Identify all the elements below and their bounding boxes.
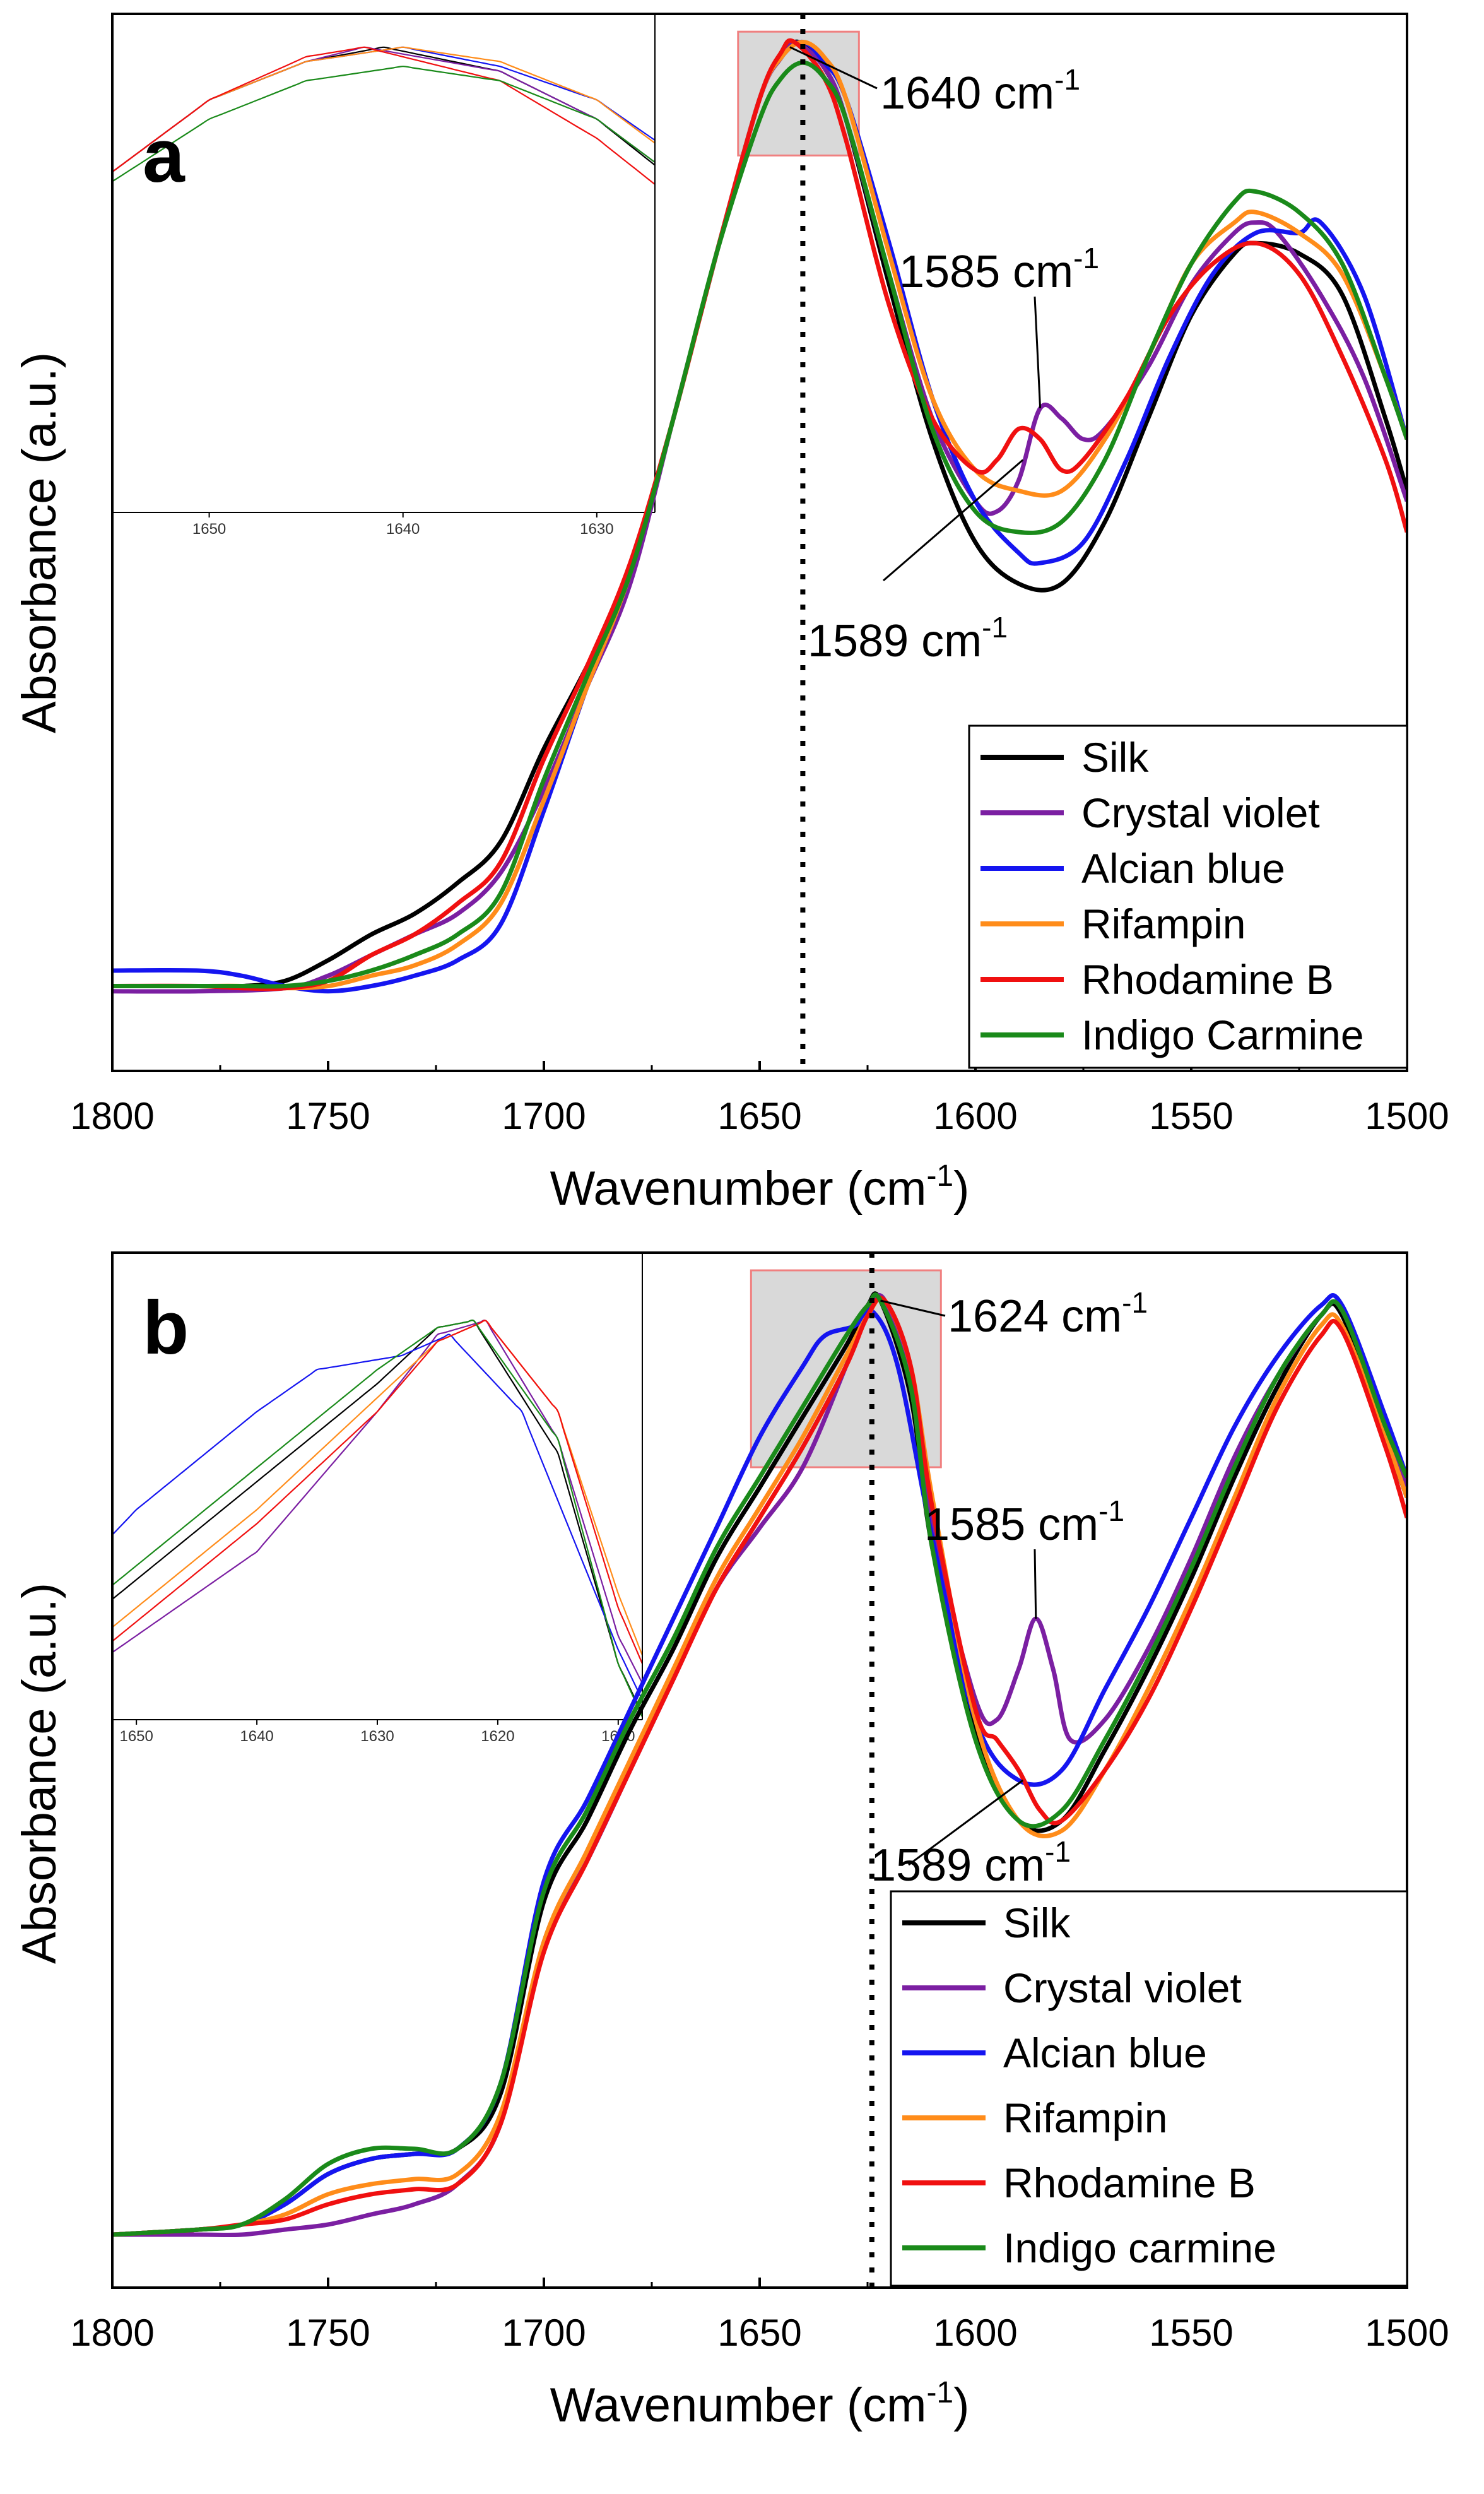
legend-label: Rifampin: [1003, 2095, 1167, 2141]
series-group: [112, 38, 1407, 994]
peak-annotation: 1640 cm-1: [880, 63, 1080, 119]
panel-label: a: [143, 114, 186, 198]
x-axis-label-sup: -1: [926, 1159, 953, 1193]
x-axis-label: Wavenumber (cm-1): [550, 1159, 970, 1215]
legend-label: Silk: [1081, 734, 1149, 781]
x-tick-label: 1700: [502, 1095, 586, 1137]
series-line: [112, 1293, 1407, 2237]
legend: Silk Crystal violet Alcian blue Rifampin Rho…: [890, 1890, 1408, 2287]
legend-label: Indigo Carmine: [1081, 1012, 1364, 1058]
annotation-sup: -1: [1045, 1835, 1071, 1868]
y-axis-label: Absorbance (a.u.): [13, 352, 66, 733]
inset-series-line: [112, 1319, 642, 1719]
inset-series-line: [112, 1319, 642, 1716]
inset-series-group: [112, 46, 655, 186]
inset-series-line: [112, 66, 655, 182]
x-tick-label: 1800: [70, 2312, 154, 2354]
x-tick-label: 1550: [1149, 1095, 1233, 1137]
x-tick-label: 1500: [1365, 1095, 1449, 1137]
inset-tick-label: 1650: [192, 521, 226, 538]
legend-label: Alcian blue: [1003, 2030, 1207, 2076]
legend-label: Alcian blue: [1081, 845, 1285, 892]
legend-label: Indigo carmine: [1003, 2225, 1276, 2271]
annotation-pointer: [880, 1299, 946, 1317]
annotation-pointer: [1034, 296, 1042, 409]
x-tick-label: 1650: [717, 2312, 801, 2354]
x-axis-label: Wavenumber (cm-1): [550, 2376, 970, 2432]
legend-label: Rifampin: [1081, 901, 1246, 947]
annotation-sup: -1: [1122, 1286, 1148, 1319]
inset-background: [112, 1253, 642, 1720]
annotation-sup: -1: [1054, 63, 1080, 96]
peak-annotation: 1589 cm-1: [871, 1835, 1071, 1891]
x-axis-label-sup: -1: [926, 2376, 953, 2409]
x-tick-label: 1800: [70, 1095, 154, 1137]
annotation-pointer: [908, 1779, 1024, 1866]
series-group: [112, 1291, 1407, 2238]
legend-label: Rhodamine B: [1081, 956, 1334, 1003]
annotation-sup: -1: [1073, 242, 1099, 275]
y-axis-label: Absorbance (a.u.): [13, 1583, 66, 1964]
annotation-pointer: [789, 46, 878, 90]
x-tick-label: 1650: [717, 1095, 801, 1137]
inset-series-line: [112, 1333, 642, 1702]
series-line: [112, 1296, 1407, 2237]
annotation-sup: -1: [982, 611, 1008, 644]
inset-series-line: [112, 46, 655, 186]
inset-tick-label: 1630: [580, 521, 613, 538]
legend-box: [968, 724, 1408, 1069]
legend-box: [890, 1890, 1408, 2287]
peak-annotation: 1585 cm-1: [899, 242, 1099, 297]
x-tick-label: 1700: [502, 2312, 586, 2354]
panel-label: b: [143, 1285, 189, 1370]
x-tick-label: 1750: [286, 1095, 370, 1137]
legend-label: Crystal violet: [1081, 789, 1320, 836]
x-tick-label: 1550: [1149, 2312, 1233, 2354]
annotation-pointer: [883, 459, 1024, 582]
x-axis-label-main: Wavenumber (cm: [550, 2379, 927, 2432]
peak-annotation: 1624 cm-1: [948, 1286, 1148, 1342]
x-tick-label: 1500: [1365, 2312, 1449, 2354]
annotation-text: 1585 cm: [899, 247, 1073, 297]
inset-series-group: [112, 1319, 642, 1719]
inset-series-line: [112, 1320, 642, 1657]
inset-background: [112, 14, 655, 512]
x-axis-label-end: ): [953, 1162, 969, 1215]
inset-tick-label: 1650: [119, 1728, 153, 1745]
inset-panel: 1650 1640 1630 1620 1610: [112, 1253, 643, 1745]
legend: Silk Crystal violet Alcian blue Rifampin Rho…: [968, 724, 1408, 1069]
inset-tick-label: 1640: [386, 521, 420, 538]
inset-tick-label: 1630: [360, 1728, 394, 1745]
inset-tick-label: 1640: [240, 1728, 273, 1745]
annotation-text: 1589 cm: [871, 1840, 1045, 1891]
annotation-text: 1640 cm: [880, 68, 1054, 119]
inset-tick-label: 1620: [481, 1728, 514, 1745]
annotation-text: 1585 cm: [924, 1499, 1098, 1550]
annotation-text: 1624 cm: [948, 1291, 1122, 1342]
legend-label: Rhodamine B: [1003, 2160, 1256, 2206]
annotation-text: 1589 cm: [808, 616, 982, 666]
legend-label: Silk: [1003, 1900, 1071, 1946]
x-tick-label: 1750: [286, 2312, 370, 2354]
series-line: [112, 1292, 1407, 2237]
x-axis-label-end: ): [953, 2379, 969, 2432]
x-tick-label: 1600: [933, 2312, 1017, 2354]
inset-panel: 1650 1640 1630: [112, 14, 656, 538]
peak-annotation: 1589 cm-1: [808, 611, 1008, 666]
chart-panel-a: 1650 1640 1630 1800 1750 1700 1650 1600 1550 1500…: [13, 13, 1449, 1215]
inset-series-line: [112, 1320, 642, 1666]
x-tick-label: 1600: [933, 1095, 1017, 1137]
peak-annotation: 1585 cm-1: [924, 1494, 1124, 1550]
legend-label: Crystal violet: [1003, 1965, 1242, 2011]
x-axis-label-main: Wavenumber (cm: [550, 1162, 927, 1215]
series-line: [112, 38, 1407, 991]
annotation-pointer: [1034, 1549, 1037, 1619]
annotation-sup: -1: [1098, 1494, 1124, 1527]
